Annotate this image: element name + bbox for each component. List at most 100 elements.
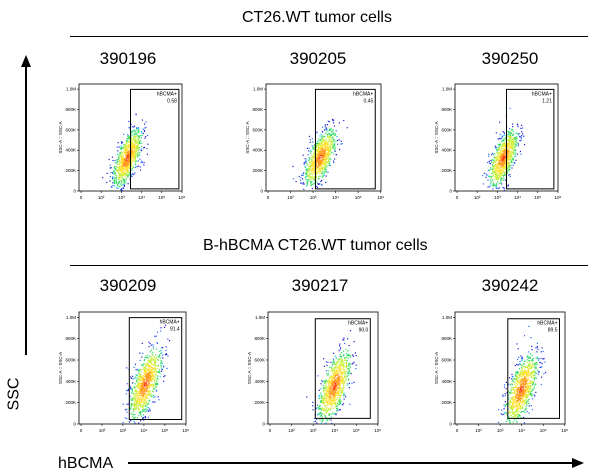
scatter-point xyxy=(508,146,511,148)
scatter-point xyxy=(338,367,340,369)
scatter-point xyxy=(521,390,523,392)
scatter-point xyxy=(301,174,303,176)
scatter-point xyxy=(322,126,324,128)
scatter-point xyxy=(334,389,337,391)
scatter-point xyxy=(126,150,128,152)
scatter-point xyxy=(345,348,347,350)
scatter-point xyxy=(334,395,336,397)
scatter-point xyxy=(139,409,141,411)
scatter-point xyxy=(122,169,124,171)
scatter-point xyxy=(122,161,125,163)
scatter-point xyxy=(149,373,151,375)
scatter-point xyxy=(515,143,517,145)
scatter-point xyxy=(324,401,326,403)
scatter-point xyxy=(134,157,136,159)
scatter-point xyxy=(120,148,122,150)
scatter-point xyxy=(313,180,315,182)
scatter-point xyxy=(335,388,337,390)
scatter-point xyxy=(140,370,142,372)
scatter-point xyxy=(141,391,143,393)
scatter-point xyxy=(339,382,341,384)
scatter-point xyxy=(150,371,153,373)
scatter-point xyxy=(122,172,125,175)
scatter-point xyxy=(521,377,523,379)
scatter-point xyxy=(146,389,148,391)
scatter-point xyxy=(514,146,516,148)
scatter-point xyxy=(134,406,136,409)
scatter-point xyxy=(117,158,119,160)
scatter-point xyxy=(323,413,325,415)
scatter-point xyxy=(137,395,140,397)
y-tick-label: 200K xyxy=(65,400,76,405)
scatter-point xyxy=(146,373,148,375)
scatter-point xyxy=(496,187,498,189)
scatter-point xyxy=(498,177,500,179)
scatter-point xyxy=(120,176,122,178)
scatter-point xyxy=(325,164,327,166)
scatter-point xyxy=(324,154,326,156)
scatter-point xyxy=(143,164,145,166)
scatter-point xyxy=(306,162,308,164)
scatter-point xyxy=(144,378,146,380)
scatter-point xyxy=(513,406,515,408)
scatter-point xyxy=(319,151,321,153)
scatter-point xyxy=(143,379,145,381)
scatter-point xyxy=(148,398,150,400)
x-tick-label: 10⁴ xyxy=(331,428,338,433)
scatter-point xyxy=(495,159,497,161)
scatter-point xyxy=(493,169,495,171)
scatter-point xyxy=(127,141,129,143)
scatter-point xyxy=(315,145,317,147)
scatter-point xyxy=(135,147,137,149)
scatter-point xyxy=(536,346,539,348)
scatter-point xyxy=(489,182,492,184)
scatter-point xyxy=(533,378,535,380)
scatter-point xyxy=(158,355,160,357)
scatter-point xyxy=(143,393,145,396)
scatter-point xyxy=(503,155,505,157)
scatter-point xyxy=(496,177,498,179)
scatter-point xyxy=(331,133,333,135)
scatter-point xyxy=(138,138,140,140)
scatter-point xyxy=(310,169,312,172)
scatter-point xyxy=(322,403,325,405)
scatter-point xyxy=(143,369,145,371)
scatter-point xyxy=(329,397,331,399)
scatter-point xyxy=(149,375,151,377)
x-tick-label: 10⁴ xyxy=(514,195,521,200)
scatter-point xyxy=(146,397,148,399)
scatter-point xyxy=(139,142,141,145)
scatter-point xyxy=(343,395,345,397)
scatter-point xyxy=(165,324,167,326)
scatter-point xyxy=(514,414,516,416)
scatter-point xyxy=(492,152,494,154)
scatter-point xyxy=(511,397,513,399)
scatter-point xyxy=(322,401,324,404)
scatter-point xyxy=(319,155,321,157)
scatter-point xyxy=(110,167,112,169)
scatter-point xyxy=(147,373,149,375)
scatter-point xyxy=(504,171,506,174)
scatter-point xyxy=(142,410,144,412)
scatter-point xyxy=(497,421,500,423)
scatter-point xyxy=(512,137,514,139)
scatter-point xyxy=(332,392,334,394)
scatter-point xyxy=(139,379,141,381)
scatter-point xyxy=(127,169,129,171)
scatter-point xyxy=(532,382,534,384)
scatter-point xyxy=(319,404,321,406)
scatter-point xyxy=(154,370,156,372)
scatter-point xyxy=(123,151,125,153)
scatter-point xyxy=(510,145,512,147)
scatter-point xyxy=(134,403,136,405)
scatter-point xyxy=(342,355,344,357)
scatter-point xyxy=(317,162,319,164)
scatter-point xyxy=(152,373,154,375)
scatter-point xyxy=(139,400,141,402)
y-tick-label: 1.0M xyxy=(253,87,263,92)
scatter-point xyxy=(502,167,505,169)
scatter-point xyxy=(135,401,137,403)
scatter-point xyxy=(508,149,510,151)
scatter-point xyxy=(141,406,143,408)
scatter-point xyxy=(349,366,352,368)
